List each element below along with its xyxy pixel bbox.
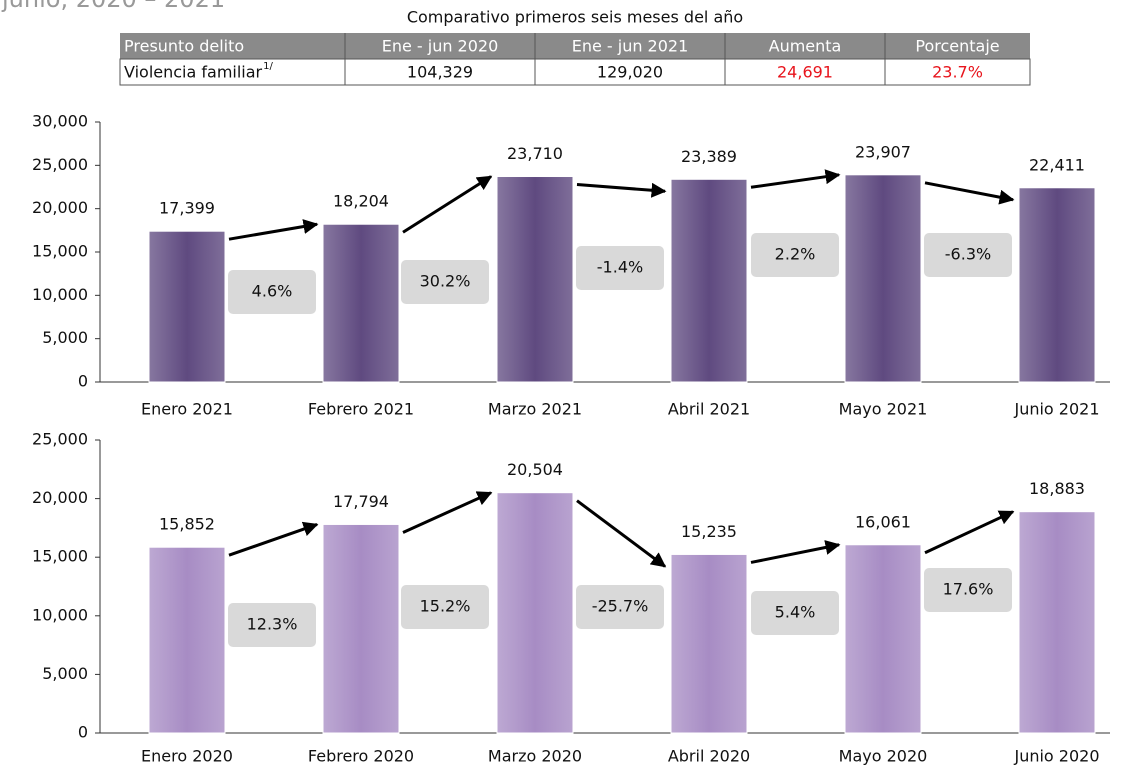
value-label: 17,794 <box>333 492 389 511</box>
y-tick-label: 20,000 <box>32 488 88 507</box>
annotation-box <box>751 233 839 277</box>
bar <box>322 223 400 383</box>
table-note: 1/ <box>263 61 273 72</box>
table-header: Porcentaje <box>915 37 999 56</box>
annotation: 30.2% <box>420 272 471 291</box>
annotation: -25.7% <box>592 597 649 616</box>
table-cell: 129,020 <box>597 63 663 82</box>
arrow <box>402 175 493 234</box>
table-title: Comparativo primeros seis meses del año <box>407 8 743 27</box>
x-tick-label: Mayo 2020 <box>839 747 928 766</box>
y-tick-label: 30,000 <box>32 112 88 131</box>
annotation: 4.6% <box>252 282 293 301</box>
annotation: 2.2% <box>775 245 816 264</box>
bar <box>148 230 226 383</box>
arrow <box>924 510 1015 555</box>
bar <box>844 174 922 383</box>
annotation-box <box>228 603 316 647</box>
table-header-bg <box>120 33 1030 59</box>
annotation: -6.3% <box>945 245 991 264</box>
value-label: 18,883 <box>1029 479 1085 498</box>
value-label: 23,389 <box>681 147 737 166</box>
x-tick-label: Enero 2021 <box>141 400 233 419</box>
value-label: 15,235 <box>681 522 737 541</box>
annotation-box <box>401 585 489 629</box>
value-label: 22,411 <box>1029 155 1085 174</box>
table-header: Presunto delito <box>124 37 244 56</box>
bar <box>670 178 748 383</box>
x-tick-label: Marzo 2021 <box>488 400 582 419</box>
y-tick-label: 10,000 <box>32 605 88 624</box>
bar <box>844 544 922 734</box>
arrow <box>576 499 667 568</box>
y-tick-label: 25,000 <box>32 155 88 174</box>
y-tick-label: 0 <box>78 372 88 391</box>
annotation-box <box>228 270 316 314</box>
annotation: -1.4% <box>597 258 643 277</box>
table-cell: Violencia familiar <box>124 63 263 82</box>
x-tick-label: Abril 2020 <box>668 747 750 766</box>
value-label: 15,852 <box>159 515 215 534</box>
y-tick-label: 15,000 <box>32 242 88 261</box>
y-tick-label: 10,000 <box>32 285 88 304</box>
arrow <box>228 219 319 241</box>
annotation: 5.4% <box>775 603 816 622</box>
annotation-box <box>751 591 839 635</box>
table-header: Aumenta <box>769 37 842 56</box>
bar <box>496 492 574 734</box>
bar <box>1018 187 1096 383</box>
bar <box>496 176 574 383</box>
x-tick-label: Abril 2021 <box>668 400 750 419</box>
arrow <box>924 181 1015 205</box>
value-label: 20,504 <box>507 460 563 479</box>
y-tick-label: 5,000 <box>42 328 88 347</box>
y-tick-label: 25,000 <box>32 430 88 449</box>
y-tick-label: 20,000 <box>32 198 88 217</box>
bar <box>322 523 400 734</box>
heading: junio, 2020 – 2021 <box>1 0 225 13</box>
annotation-box <box>576 246 664 290</box>
value-label: 23,907 <box>855 142 911 161</box>
value-label: 17,399 <box>159 199 215 218</box>
arrow <box>750 169 841 189</box>
annotation-box <box>401 260 489 304</box>
value-label: 16,061 <box>855 512 911 531</box>
y-tick-label: 15,000 <box>32 547 88 566</box>
y-tick-label: 5,000 <box>42 664 88 683</box>
arrow <box>576 182 667 198</box>
annotation: 15.2% <box>420 597 471 616</box>
annotation-box <box>576 585 664 629</box>
x-tick-label: Enero 2020 <box>141 747 233 766</box>
annotation-box <box>924 233 1012 277</box>
value-label: 23,710 <box>507 144 563 163</box>
x-tick-label: Mayo 2021 <box>839 400 928 419</box>
bar <box>670 553 748 734</box>
x-tick-label: Febrero 2021 <box>308 400 414 419</box>
table-row-bg <box>119 58 1031 86</box>
arrow <box>750 540 841 564</box>
y-tick-label: 0 <box>78 723 88 742</box>
table-header: Ene - jun 2021 <box>572 37 689 56</box>
x-tick-label: Junio 2021 <box>1013 400 1099 419</box>
annotation: 12.3% <box>247 615 298 634</box>
arrow <box>402 491 493 534</box>
table-cell: 24,691 <box>777 63 833 82</box>
x-tick-label: Marzo 2020 <box>488 747 582 766</box>
bar <box>1018 511 1096 734</box>
annotation: 17.6% <box>943 580 994 599</box>
arrow <box>228 521 319 557</box>
table-cell: 104,329 <box>407 63 473 82</box>
bar <box>148 546 226 734</box>
table-cell: 23.7% <box>932 63 983 82</box>
x-tick-label: Junio 2020 <box>1013 747 1099 766</box>
annotation-box <box>924 568 1012 612</box>
table-header: Ene - jun 2020 <box>382 37 499 56</box>
x-tick-label: Febrero 2020 <box>308 747 414 766</box>
value-label: 18,204 <box>333 192 389 211</box>
